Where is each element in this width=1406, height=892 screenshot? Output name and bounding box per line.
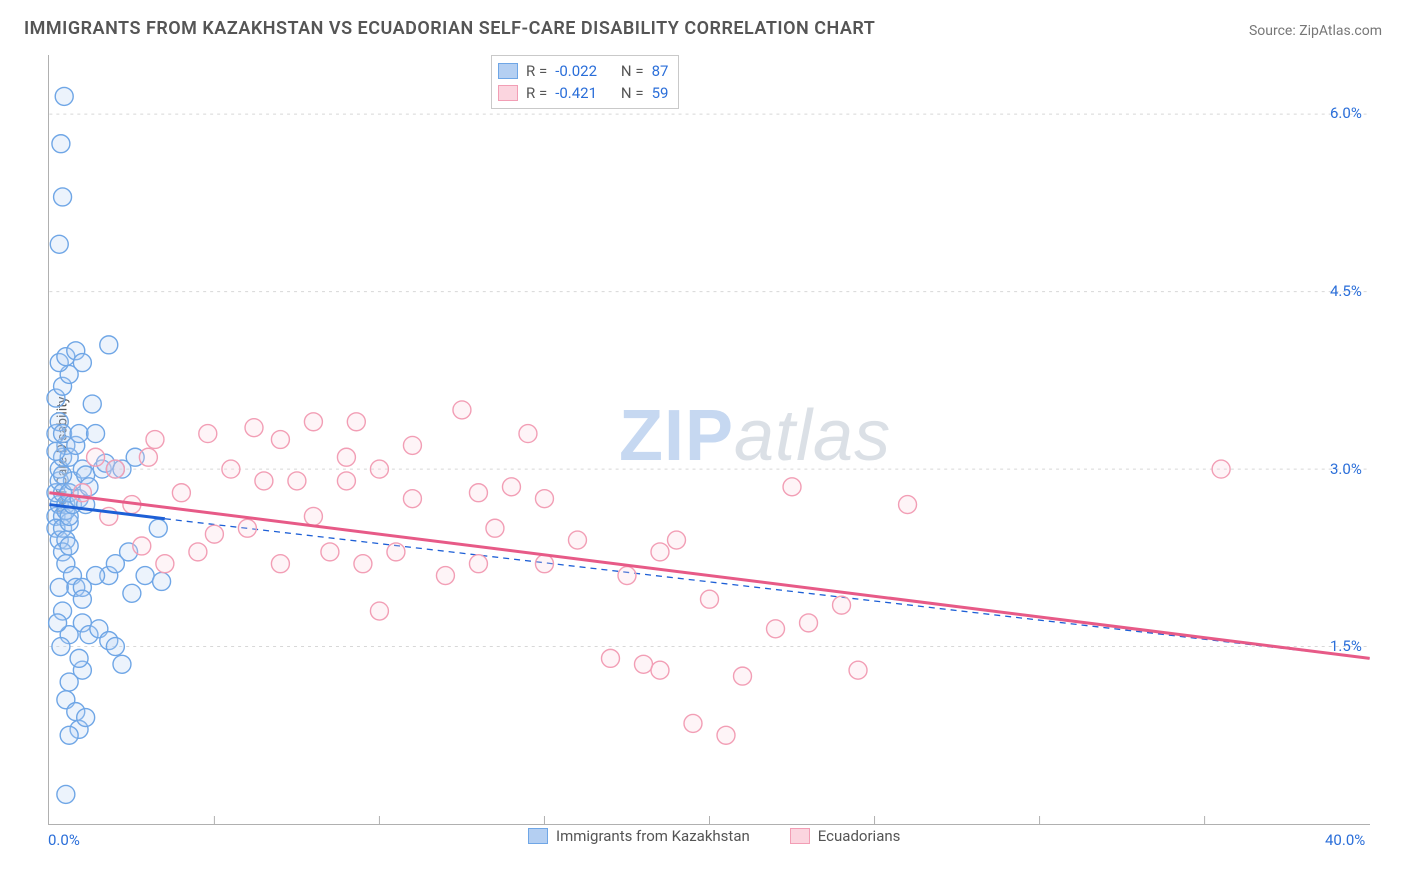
watermark-bold: ZIP	[619, 396, 734, 476]
source-name[interactable]: ZipAtlas.com	[1299, 23, 1382, 39]
n-value: 59	[652, 84, 669, 102]
legend-item: Ecuadorians	[790, 827, 901, 845]
source: Source: ZipAtlas.com	[1249, 23, 1382, 39]
stat-legend-row: R = -0.022 N = 87	[498, 60, 668, 82]
watermark-light: atlas	[734, 396, 891, 476]
y-tick-label: 1.5%	[1330, 637, 1362, 655]
plot-region: ZIPatlas R = -0.022 N = 87 R = -0.421 N = 59	[48, 55, 1370, 825]
chart-title: IMMIGRANTS FROM KAZAKHSTAN VS ECUADORIAN…	[24, 18, 875, 39]
n-label: N =	[617, 84, 643, 102]
n-label: N =	[617, 62, 643, 80]
watermark: ZIPatlas	[619, 395, 891, 477]
r-label: R =	[526, 62, 547, 80]
legend-label: Ecuadorians	[818, 827, 901, 845]
chart-area: Self-Care Disability ZIPatlas R =-0.022 …	[0, 45, 1406, 865]
y-tick-label: 3.0%	[1330, 460, 1362, 478]
r-label: R =	[526, 84, 547, 102]
r-value: -0.022	[555, 62, 609, 80]
legend-item: Immigrants from Kazakhstan	[528, 827, 750, 845]
stat-legend: R = -0.022 N = 87 R = -0.421 N = 59	[491, 55, 679, 109]
r-value: -0.421	[555, 84, 609, 102]
legend-swatch	[498, 85, 518, 101]
n-value: 87	[652, 62, 669, 80]
x-tick-label: 0.0%	[48, 831, 80, 849]
bottom-legend: Immigrants from Kazakhstan Ecuadorians	[528, 827, 900, 845]
legend-swatch	[498, 63, 518, 79]
y-tick-label: 4.5%	[1330, 282, 1362, 300]
legend-swatch	[528, 828, 548, 844]
stat-legend-row: R = -0.421 N = 59	[498, 82, 668, 104]
legend-swatch	[790, 828, 810, 844]
legend-label: Immigrants from Kazakhstan	[556, 827, 750, 845]
y-tick-label: 6.0%	[1330, 104, 1362, 122]
x-tick-label: 40.0%	[1325, 831, 1365, 849]
source-prefix: Source:	[1249, 23, 1299, 39]
header: IMMIGRANTS FROM KAZAKHSTAN VS ECUADORIAN…	[0, 0, 1406, 45]
